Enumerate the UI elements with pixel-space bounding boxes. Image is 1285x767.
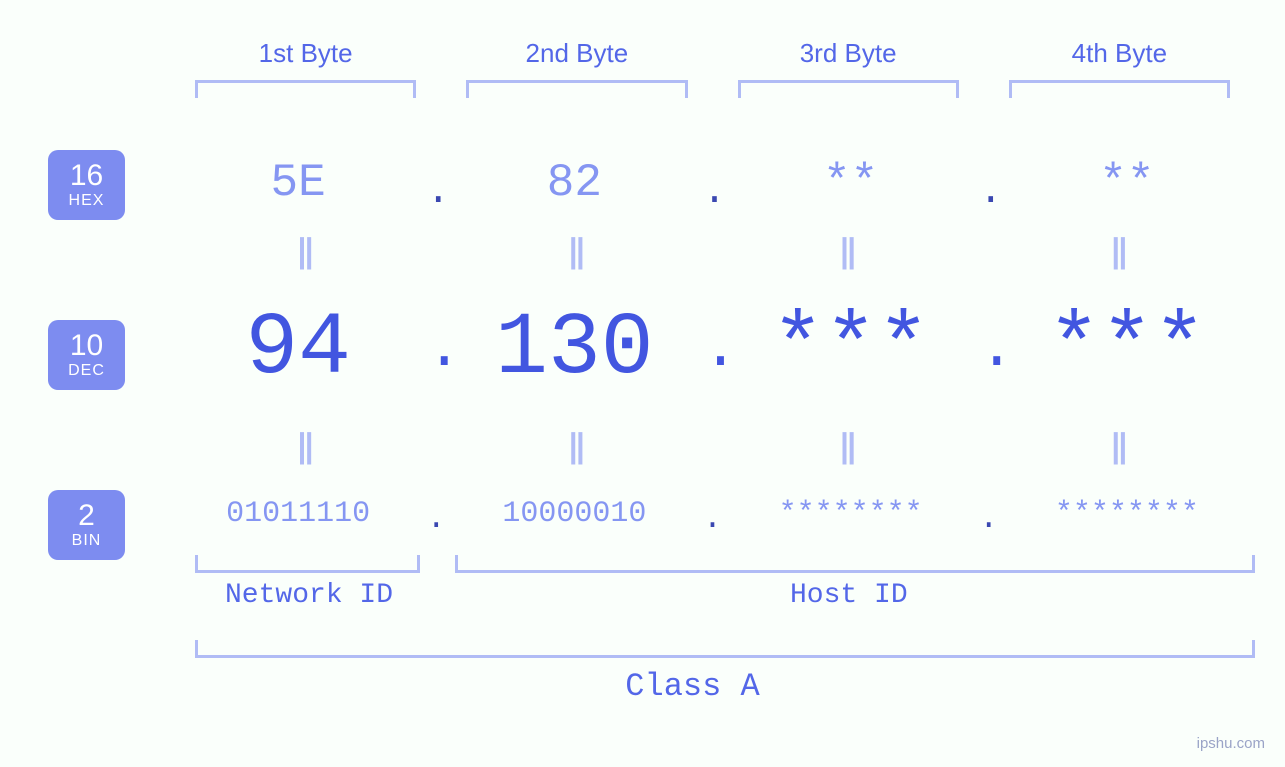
class-label: Class A: [0, 668, 1285, 705]
byte-bracket: [195, 80, 416, 98]
equals-icon: ǁ: [441, 429, 712, 478]
equals-icon: ǁ: [713, 429, 984, 478]
dec-row: 94 . 130 . *** . ***: [170, 300, 1255, 399]
dec-byte-3: ***: [723, 300, 979, 399]
hex-byte-1: 5E: [170, 157, 426, 209]
dec-byte-1: 94: [170, 300, 426, 399]
hex-byte-3: **: [723, 157, 979, 209]
bin-byte-3: ********: [723, 497, 979, 531]
bin-byte-1: 01011110: [170, 497, 426, 531]
class-bracket: [195, 640, 1255, 658]
base-label: DEC: [68, 363, 105, 379]
host-id-label: Host ID: [790, 580, 908, 611]
base-number: 16: [70, 161, 103, 191]
dot-separator: .: [979, 500, 999, 537]
byte-header-4: 4th Byte: [984, 38, 1255, 69]
byte-bracket: [1009, 80, 1230, 98]
byte-bracket-row: [170, 80, 1255, 98]
dot-separator: .: [703, 170, 723, 215]
equals-row-1: ǁ ǁ ǁ ǁ: [170, 234, 1255, 283]
byte-header-2: 2nd Byte: [441, 38, 712, 69]
host-id-bracket: [455, 555, 1255, 573]
byte-header-3: 3rd Byte: [713, 38, 984, 69]
base-label: BIN: [72, 533, 102, 549]
ip-diagram: 1st Byte 2nd Byte 3rd Byte 4th Byte 16 H…: [0, 0, 1285, 767]
equals-icon: ǁ: [984, 234, 1255, 283]
equals-icon: ǁ: [984, 429, 1255, 478]
dot-separator: .: [703, 500, 723, 537]
dot-separator: .: [426, 500, 446, 537]
base-number: 2: [78, 501, 95, 531]
base-badge-hex: 16 HEX: [48, 150, 125, 220]
dot-separator: .: [703, 316, 723, 384]
byte-header-1: 1st Byte: [170, 38, 441, 69]
bin-byte-4: ********: [999, 497, 1255, 531]
dot-separator: .: [979, 170, 999, 215]
bin-byte-2: 10000010: [446, 497, 702, 531]
dot-separator: .: [979, 316, 999, 384]
byte-bracket: [738, 80, 959, 98]
dec-byte-2: 130: [446, 300, 702, 399]
hex-row: 5E . 82 . ** . **: [170, 150, 1255, 215]
base-badge-dec: 10 DEC: [48, 320, 125, 390]
dot-separator: .: [426, 170, 446, 215]
equals-icon: ǁ: [170, 234, 441, 283]
equals-icon: ǁ: [713, 234, 984, 283]
base-number: 10: [70, 331, 103, 361]
base-badge-bin: 2 BIN: [48, 490, 125, 560]
dot-separator: .: [426, 316, 446, 384]
equals-icon: ǁ: [441, 234, 712, 283]
byte-bracket: [466, 80, 687, 98]
watermark: ipshu.com: [1197, 735, 1265, 752]
dec-byte-4: ***: [999, 300, 1255, 399]
equals-row-2: ǁ ǁ ǁ ǁ: [170, 429, 1255, 478]
hex-byte-2: 82: [446, 157, 702, 209]
base-label: HEX: [69, 193, 105, 209]
equals-icon: ǁ: [170, 429, 441, 478]
hex-byte-4: **: [999, 157, 1255, 209]
network-id-label: Network ID: [225, 580, 393, 611]
bin-row: 01011110 . 10000010 . ******** . *******…: [170, 490, 1255, 537]
network-id-bracket: [195, 555, 420, 573]
byte-header-row: 1st Byte 2nd Byte 3rd Byte 4th Byte: [170, 38, 1255, 69]
